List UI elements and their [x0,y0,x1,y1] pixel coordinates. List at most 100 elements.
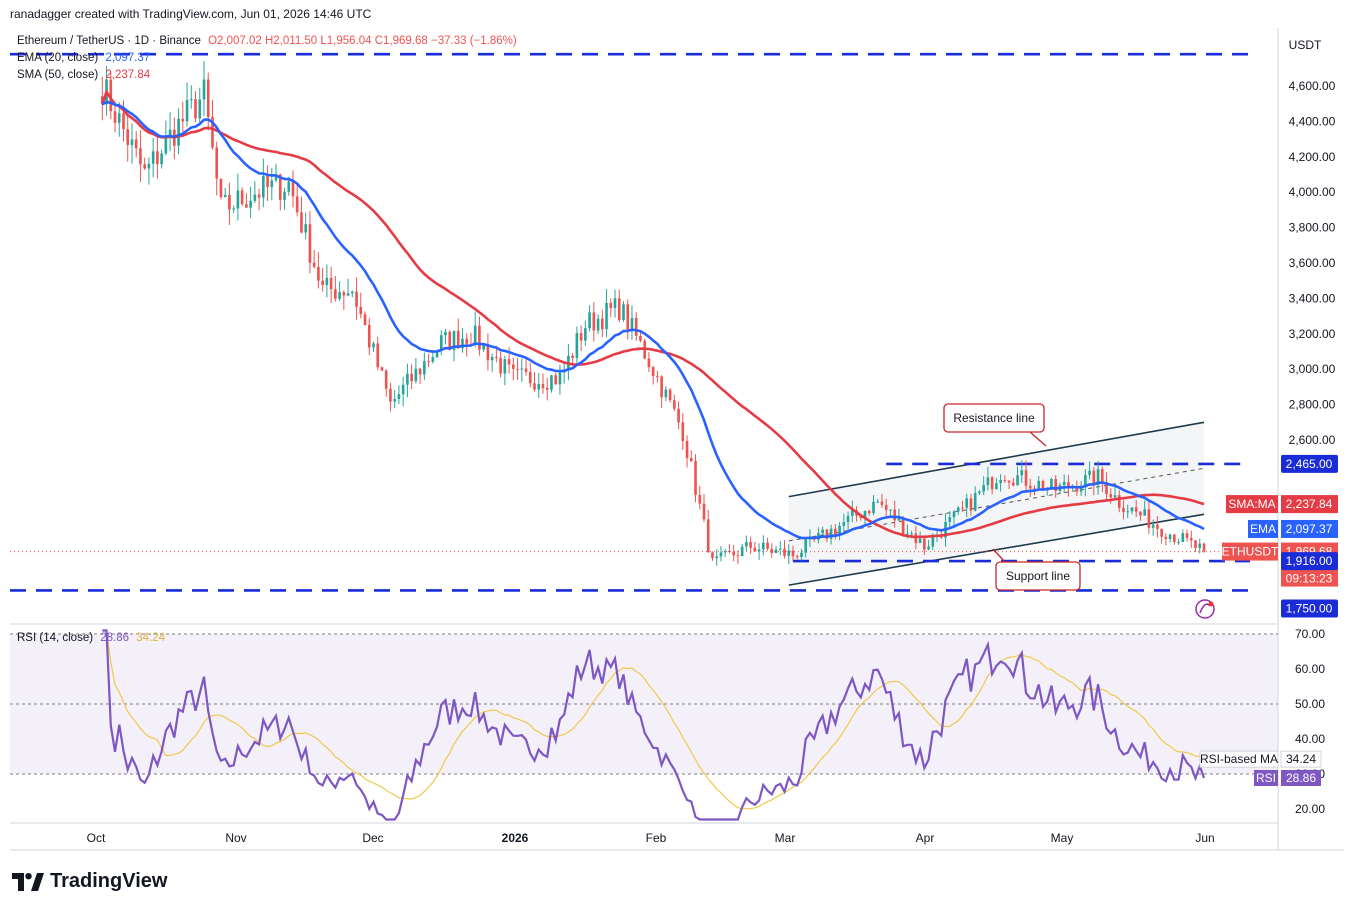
candle[interactable] [778,541,782,556]
candle[interactable] [1007,480,1011,490]
candle[interactable] [338,281,341,302]
candle[interactable] [278,173,282,211]
candle[interactable] [838,521,841,541]
candle[interactable] [893,500,896,528]
candle[interactable] [325,264,329,298]
candle[interactable] [982,476,985,496]
candle[interactable] [732,544,735,562]
candle[interactable] [257,188,261,211]
candle[interactable] [689,450,693,463]
candle[interactable] [588,305,591,332]
candle[interactable] [134,131,138,158]
candle[interactable] [745,535,748,552]
candle[interactable] [1105,472,1108,502]
candle[interactable] [486,333,490,371]
candle[interactable] [634,312,638,341]
badge-ema[interactable]: EMA 2,097.37 [1248,519,1338,538]
candle[interactable] [456,318,460,349]
candle[interactable] [804,538,808,558]
candle[interactable] [541,373,545,394]
candle[interactable] [461,327,464,353]
candle[interactable] [1177,538,1180,545]
candle[interactable] [228,182,231,225]
candle[interactable] [223,187,227,198]
candle[interactable] [473,311,477,348]
candle[interactable] [232,205,235,214]
sma-50-line[interactable] [101,89,1205,539]
candle[interactable] [685,435,689,468]
candle[interactable] [1088,461,1091,480]
candle[interactable] [711,551,714,561]
legend-symbol[interactable]: Ethereum / TetherUS · 1D · Binance [17,35,201,47]
candle[interactable] [499,351,502,378]
candle[interactable] [363,311,367,326]
candle[interactable] [550,374,553,393]
candle[interactable] [579,325,583,352]
candle[interactable] [880,493,884,508]
candle[interactable] [406,363,409,398]
candle[interactable] [389,382,392,412]
candle[interactable] [846,511,850,531]
candle[interactable] [986,466,990,491]
candle[interactable] [240,187,244,207]
candle[interactable] [770,543,774,558]
candle[interactable] [766,537,769,551]
candle[interactable] [401,376,405,407]
price-pane[interactable] [10,28,1278,622]
support-callout[interactable]: Support line [992,548,1081,591]
candle[interactable] [702,494,706,523]
candle[interactable] [346,278,350,297]
badge-sma[interactable]: SMA:MA 2,237.84 [1226,495,1338,514]
candle[interactable] [1147,500,1151,535]
candle[interactable] [613,289,617,318]
candle[interactable] [1143,500,1146,516]
rsi-line[interactable] [102,629,1206,821]
price-axis-currency[interactable]: USDT [1289,38,1322,52]
candle[interactable] [575,326,579,364]
candle[interactable] [253,181,257,204]
candle[interactable] [1037,475,1041,489]
candle[interactable] [999,474,1002,492]
support-line[interactable] [788,513,1205,586]
legend-sma-label[interactable]: SMA (50, close) [17,69,99,81]
badge-level-2465[interactable]: 2,465.00 [1281,454,1338,473]
candle[interactable] [990,476,994,495]
candle[interactable] [694,454,697,503]
candle[interactable] [706,509,710,553]
candle[interactable] [1096,461,1100,495]
candle[interactable] [545,377,549,401]
candle[interactable] [850,500,854,523]
candle[interactable] [668,388,672,403]
candle[interactable] [219,178,223,200]
candle[interactable] [359,292,363,319]
candle[interactable] [512,357,515,381]
candle[interactable] [528,362,532,388]
candle[interactable] [677,401,680,430]
candle[interactable] [948,511,952,529]
candle[interactable] [1092,466,1096,496]
candle[interactable] [1198,538,1202,554]
candle[interactable] [1003,475,1007,483]
candle[interactable] [215,141,219,196]
candle[interactable] [1151,519,1155,536]
candle[interactable] [350,290,354,298]
candle[interactable] [245,193,248,208]
candle[interactable] [973,486,977,512]
candle[interactable] [156,133,159,179]
candle[interactable] [342,290,346,310]
candle[interactable] [1139,511,1142,521]
candle[interactable] [927,539,930,551]
candle[interactable] [651,365,655,385]
candle[interactable] [1185,529,1189,542]
candle[interactable] [384,369,388,397]
candle[interactable] [1054,475,1058,498]
candle[interactable] [130,123,134,164]
candle[interactable] [202,61,206,116]
candle[interactable] [423,352,426,381]
candle[interactable] [321,267,324,292]
candle[interactable] [596,314,600,335]
candle[interactable] [270,167,274,201]
candle[interactable] [143,157,146,170]
candle[interactable] [1100,466,1104,493]
candle[interactable] [965,493,969,518]
